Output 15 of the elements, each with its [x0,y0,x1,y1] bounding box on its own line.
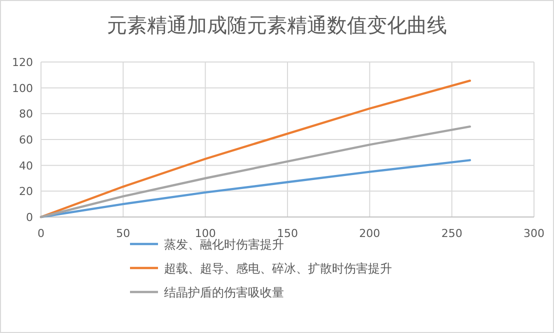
y-tick-label: 20 [19,185,33,198]
y-tick-label: 100 [12,82,33,95]
y-tick-label: 120 [12,56,33,69]
y-tick-label: 60 [19,134,33,146]
x-tick-label: 50 [116,227,130,240]
x-tick-label: 0 [38,227,44,240]
x-tick-label: 300 [524,227,544,240]
y-tick-label: 80 [19,108,33,121]
y-tick-label: 40 [19,159,33,172]
x-tick-label: 100 [194,227,216,240]
x-tick-label: 200 [359,227,380,240]
x-tick-label: 250 [441,227,462,240]
y-tick-label: 0 [26,211,33,224]
x-tick-label: 150 [277,227,298,240]
title: 元素精通加成随元素精通数值变化曲线 [107,13,447,37]
